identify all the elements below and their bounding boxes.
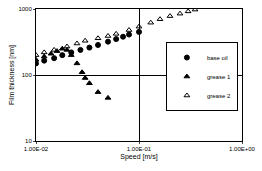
svg-text:1.00E-01: 1.00E-01 xyxy=(127,146,152,152)
svg-text:grease 2: grease 2 xyxy=(207,93,231,99)
svg-text:10: 10 xyxy=(25,138,32,144)
svg-text:1.00E-02: 1.00E-02 xyxy=(24,146,49,152)
svg-text:Film thickness [nm]: Film thickness [nm] xyxy=(8,45,16,105)
svg-text:100: 100 xyxy=(22,72,33,78)
svg-text:Speed [m/s]: Speed [m/s] xyxy=(120,153,157,161)
svg-text:base oil: base oil xyxy=(207,55,228,61)
svg-text:1000: 1000 xyxy=(18,6,32,12)
svg-text:grease 1: grease 1 xyxy=(207,74,231,80)
svg-text:1.00E+00: 1.00E+00 xyxy=(229,146,256,152)
